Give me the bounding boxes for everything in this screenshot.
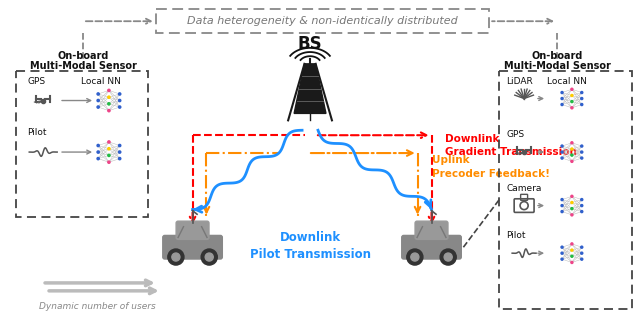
Circle shape	[561, 211, 563, 213]
Circle shape	[580, 92, 583, 93]
Text: Multi-Modal Sensor: Multi-Modal Sensor	[504, 61, 611, 71]
Circle shape	[561, 103, 563, 106]
Circle shape	[571, 107, 573, 109]
Circle shape	[561, 252, 563, 254]
Circle shape	[108, 141, 110, 143]
Circle shape	[205, 253, 213, 261]
Circle shape	[571, 202, 573, 204]
Circle shape	[580, 246, 583, 248]
Circle shape	[571, 94, 573, 97]
Circle shape	[571, 88, 573, 90]
Circle shape	[172, 253, 180, 261]
Circle shape	[580, 211, 583, 213]
Circle shape	[97, 158, 99, 160]
FancyBboxPatch shape	[163, 235, 222, 259]
Text: Camera: Camera	[506, 184, 541, 193]
Circle shape	[571, 249, 573, 251]
Text: GPS: GPS	[506, 130, 524, 139]
Circle shape	[118, 106, 121, 108]
Circle shape	[561, 157, 563, 159]
Text: Local NN: Local NN	[81, 77, 121, 86]
Bar	[156, 9, 489, 33]
Circle shape	[571, 100, 573, 103]
Circle shape	[571, 148, 573, 150]
Circle shape	[561, 198, 563, 201]
Text: On-board: On-board	[531, 51, 582, 61]
Circle shape	[580, 204, 583, 207]
Circle shape	[571, 214, 573, 216]
Circle shape	[571, 160, 573, 162]
Circle shape	[561, 258, 563, 260]
Text: Downlink
Gradient Transmission: Downlink Gradient Transmission	[445, 134, 577, 157]
Circle shape	[580, 98, 583, 100]
Circle shape	[108, 96, 110, 98]
Bar	[499, 71, 632, 309]
Text: LiDAR: LiDAR	[506, 77, 533, 86]
Circle shape	[561, 98, 563, 100]
Circle shape	[580, 258, 583, 260]
Circle shape	[108, 148, 110, 150]
Circle shape	[580, 157, 583, 159]
Circle shape	[97, 93, 99, 95]
Circle shape	[571, 255, 573, 257]
Circle shape	[571, 154, 573, 156]
Circle shape	[571, 142, 573, 144]
Circle shape	[118, 158, 121, 160]
Circle shape	[561, 246, 563, 248]
Circle shape	[571, 195, 573, 197]
Text: GPS: GPS	[28, 77, 45, 86]
Circle shape	[580, 103, 583, 106]
Circle shape	[108, 154, 110, 157]
Circle shape	[97, 100, 99, 102]
Text: Data heterogeneity & non-identically distributed: Data heterogeneity & non-identically dis…	[187, 16, 458, 26]
Text: Local NN: Local NN	[547, 77, 587, 86]
Circle shape	[440, 249, 456, 265]
Text: Multi-Modal Sensor: Multi-Modal Sensor	[29, 61, 136, 71]
Circle shape	[97, 145, 99, 147]
Circle shape	[108, 103, 110, 105]
FancyBboxPatch shape	[402, 235, 461, 259]
Circle shape	[97, 106, 99, 108]
Circle shape	[108, 109, 110, 112]
Circle shape	[411, 253, 419, 261]
Circle shape	[444, 253, 452, 261]
Text: BS: BS	[298, 35, 323, 53]
Circle shape	[580, 145, 583, 147]
FancyBboxPatch shape	[415, 221, 448, 239]
Circle shape	[407, 249, 423, 265]
Circle shape	[561, 92, 563, 93]
Text: On-board: On-board	[58, 51, 109, 61]
Text: Pilot: Pilot	[28, 128, 47, 137]
Circle shape	[561, 145, 563, 147]
Circle shape	[118, 145, 121, 147]
Circle shape	[108, 89, 110, 92]
Text: Uplink
Precoder Feedback!: Uplink Precoder Feedback!	[431, 155, 550, 179]
Bar	[17, 71, 148, 218]
FancyBboxPatch shape	[176, 221, 209, 239]
Text: Pilot: Pilot	[506, 231, 525, 241]
Circle shape	[97, 151, 99, 153]
Circle shape	[571, 208, 573, 210]
Polygon shape	[294, 64, 326, 114]
Circle shape	[561, 204, 563, 207]
Circle shape	[561, 151, 563, 153]
Circle shape	[118, 100, 121, 102]
Circle shape	[580, 252, 583, 254]
Circle shape	[580, 198, 583, 201]
Circle shape	[571, 243, 573, 245]
Circle shape	[201, 249, 218, 265]
Circle shape	[168, 249, 184, 265]
Circle shape	[108, 161, 110, 163]
Circle shape	[118, 93, 121, 95]
Text: Dynamic number of users: Dynamic number of users	[39, 302, 156, 311]
Circle shape	[580, 151, 583, 153]
Circle shape	[571, 261, 573, 263]
Text: Downlink
Pilot Transmission: Downlink Pilot Transmission	[250, 231, 371, 261]
Circle shape	[118, 151, 121, 153]
